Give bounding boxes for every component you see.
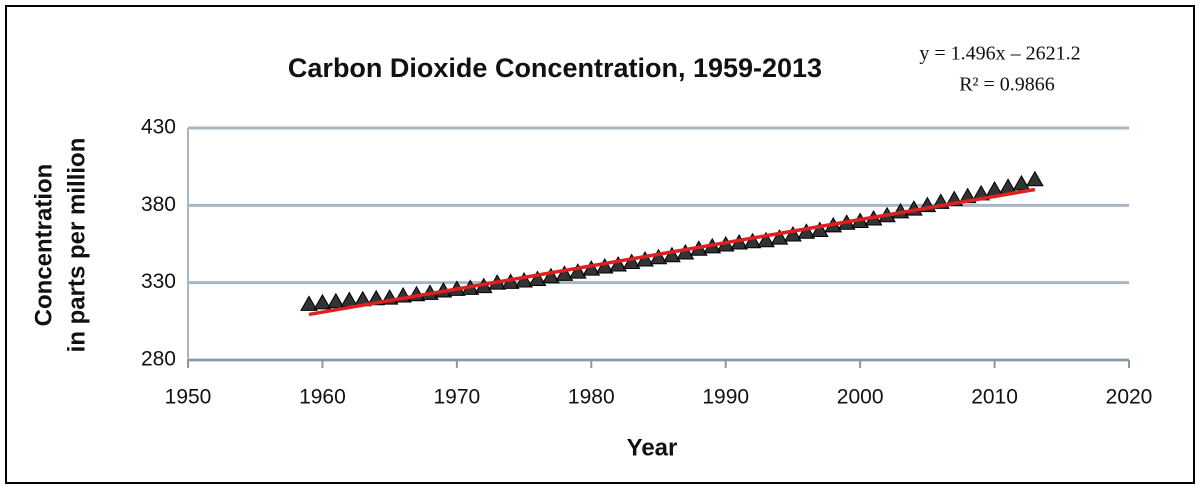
x-tick-label: 1950 — [165, 386, 212, 409]
chart-title: Carbon Dioxide Concentration, 1959-2013 — [288, 53, 822, 83]
r-squared: R² = 0.9866 — [959, 74, 1055, 96]
y-tick-label: 330 — [141, 270, 176, 293]
data-point — [810, 221, 829, 237]
data-point — [555, 265, 574, 281]
data-point — [542, 267, 560, 284]
data-point — [663, 246, 681, 263]
data-point — [515, 271, 533, 288]
data-point — [1012, 174, 1031, 191]
y-axis-label: Concentration — [30, 164, 57, 327]
x-tick-label: 1960 — [299, 386, 346, 409]
y-tick-label: 380 — [141, 193, 176, 216]
x-tick-label: 1980 — [568, 386, 615, 409]
x-tick-label: 2000 — [837, 386, 884, 409]
y-axis-label: in parts per million — [63, 138, 90, 353]
data-point — [609, 255, 628, 272]
data-point — [528, 270, 547, 287]
x-tick-label: 1970 — [433, 386, 480, 409]
data-point — [622, 253, 641, 269]
data-point — [595, 258, 614, 274]
x-axis-label: Year — [627, 434, 678, 461]
frame — [5, 5, 1195, 484]
x-tick-label: 1990 — [702, 386, 749, 409]
data-point — [784, 225, 802, 242]
data-point — [313, 293, 332, 310]
data-point — [770, 229, 789, 245]
data-point — [300, 295, 318, 311]
x-tick-label: 2020 — [1106, 386, 1153, 409]
data-point — [327, 292, 345, 309]
data-point — [568, 263, 587, 279]
x-tick-label: 2010 — [971, 386, 1018, 409]
data-point — [757, 231, 775, 248]
y-tick-label: 430 — [141, 116, 176, 139]
trend-line — [308, 187, 1036, 317]
data-point — [1026, 170, 1044, 187]
data-point — [743, 232, 762, 249]
equation: y = 1.496x – 2621.2 — [919, 43, 1080, 65]
y-tick-label: 280 — [141, 348, 176, 371]
